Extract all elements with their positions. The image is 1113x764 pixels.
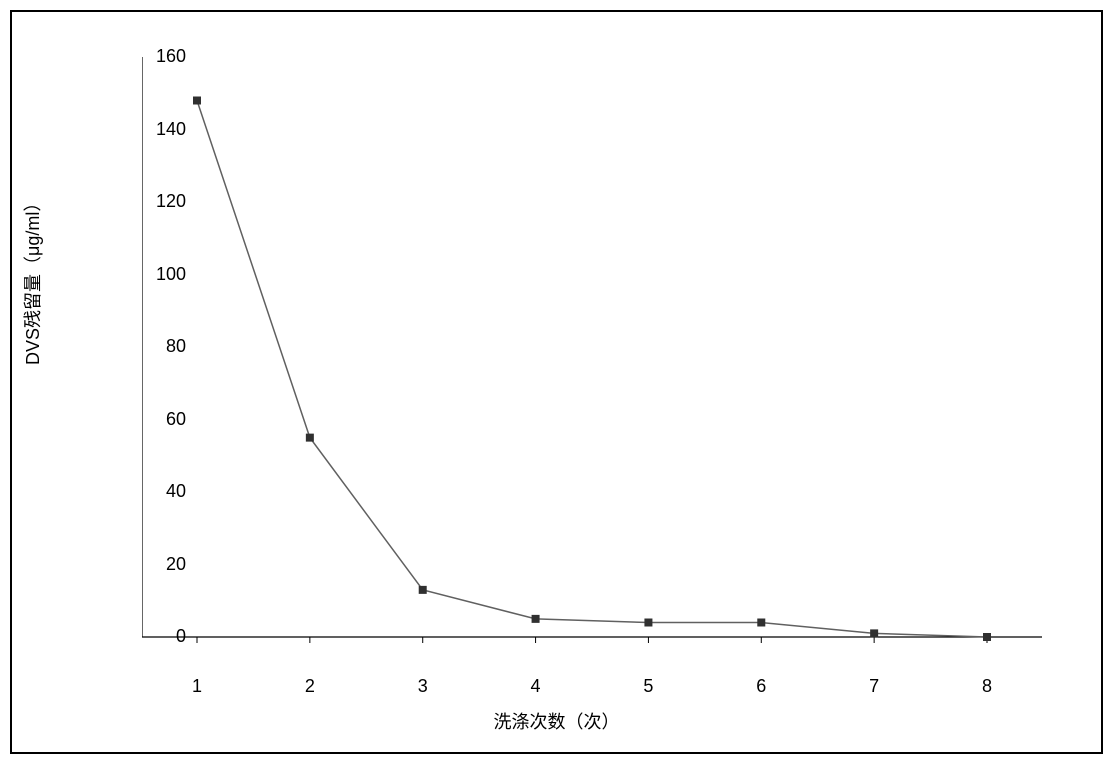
data-marker: [532, 615, 540, 623]
x-tick-label: 2: [300, 676, 320, 697]
data-marker: [419, 586, 427, 594]
plot-area: [142, 42, 1042, 652]
y-tick-label: 140: [136, 119, 186, 140]
chart-svg: [142, 42, 1042, 652]
x-tick-label: 7: [864, 676, 884, 697]
x-axis-label: 洗涤次数（次）: [494, 708, 620, 734]
data-marker: [306, 434, 314, 442]
y-tick-label: 160: [136, 46, 186, 67]
y-tick-label: 60: [136, 409, 186, 430]
y-tick-label: 0: [136, 626, 186, 647]
data-marker: [644, 619, 652, 627]
data-marker: [193, 97, 201, 105]
y-axis-label: DVS残留量（μg/ml）: [19, 194, 45, 365]
y-tick-label: 120: [136, 191, 186, 212]
x-tick-label: 3: [413, 676, 433, 697]
y-tick-label: 40: [136, 481, 186, 502]
chart-frame: DVS残留量（μg/ml） 洗涤次数（次） 0 20 40 60 80 100 120 140…: [10, 10, 1103, 754]
x-tick-label: 5: [638, 676, 658, 697]
data-marker: [983, 633, 991, 641]
y-tick-label: 20: [136, 554, 186, 575]
x-tick-label: 4: [526, 676, 546, 697]
x-tick-label: 8: [977, 676, 997, 697]
y-tick-label: 100: [136, 264, 186, 285]
y-tick-label: 80: [136, 336, 186, 357]
x-tick-label: 6: [751, 676, 771, 697]
data-marker: [757, 619, 765, 627]
data-marker: [870, 629, 878, 637]
x-tick-label: 1: [187, 676, 207, 697]
